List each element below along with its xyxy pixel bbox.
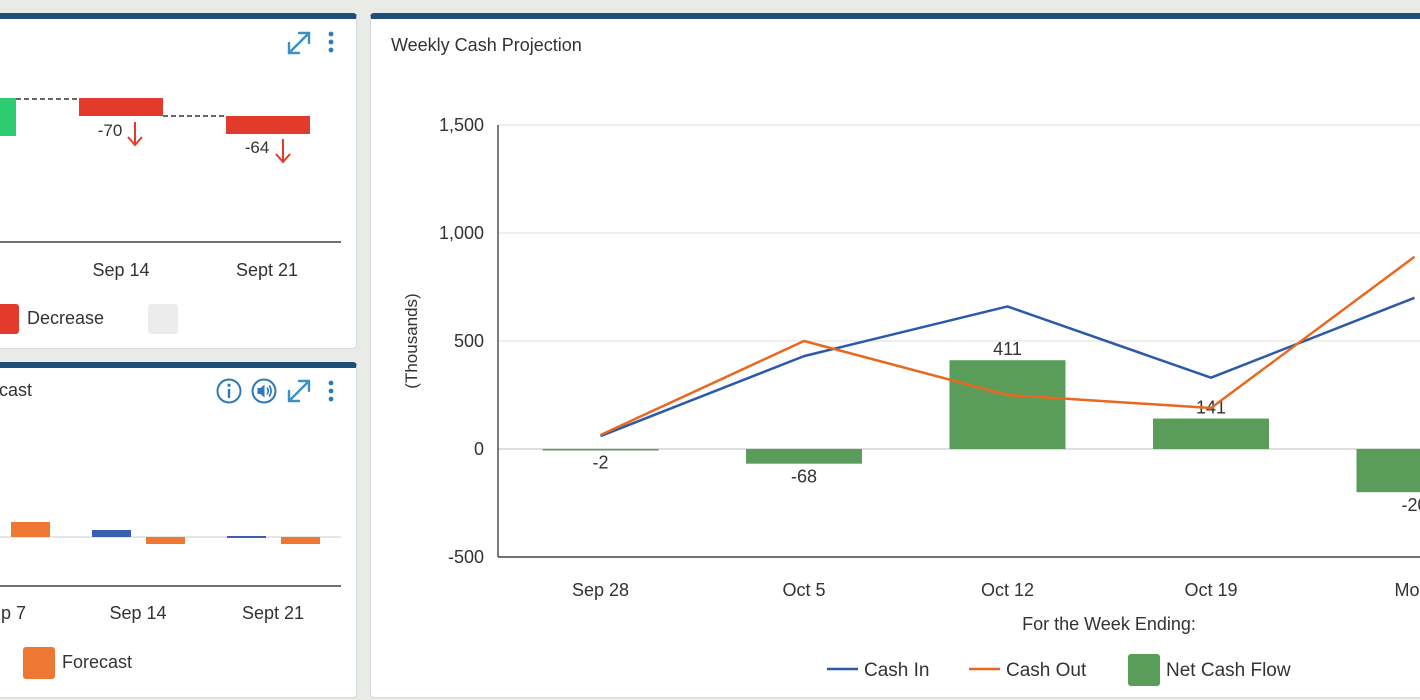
x-tick-label: Oct 19	[1184, 580, 1237, 600]
legend-label-net-cash-flow: Net Cash Flow	[1166, 660, 1291, 681]
down-arrow-icon	[275, 139, 291, 164]
data-label: -64	[245, 138, 270, 157]
decrease-bar	[79, 98, 163, 116]
panel-title: cast	[0, 380, 33, 400]
more-vertical-icon[interactable]	[327, 29, 335, 60]
x-tick-label: Oct 5	[782, 580, 825, 600]
y-tick-label: 0	[474, 439, 484, 459]
net-cash-flow-bar	[746, 449, 862, 464]
legend-label-decrease: Decrease	[27, 308, 104, 328]
net-cash-flow-bar	[542, 449, 659, 451]
chart-title: Weekly Cash Projection	[391, 35, 582, 55]
legend-swatch-blank	[148, 304, 178, 334]
decrease-bar	[226, 116, 310, 134]
forecast-bar	[146, 537, 185, 544]
info-icon[interactable]	[215, 377, 243, 410]
forecast-panel: cast p 7 Sep 14 Sept 21 Forecast	[0, 362, 357, 698]
actual-bar	[227, 536, 266, 538]
forecast-bar	[11, 522, 50, 537]
legend-label-forecast: Forecast	[62, 652, 132, 672]
bar-data-label: -20	[1401, 495, 1420, 515]
y-tick-label: 1,000	[439, 223, 484, 243]
x-tick-label: Sep 14	[109, 603, 166, 623]
actual-bar	[92, 530, 131, 537]
waterfall-panel: -70 -64 Sep 14 Sept 21 Decrease	[0, 13, 357, 349]
bar-data-label: 411	[993, 339, 1022, 359]
y-tick-label: 500	[454, 331, 484, 351]
bar-data-label: -2	[592, 452, 608, 472]
y-axis-label: (Thousands)	[402, 293, 421, 388]
y-tick-label: -500	[448, 547, 484, 567]
x-tick-label: Sep 28	[572, 580, 629, 600]
legend-swatch-decrease	[0, 304, 19, 334]
x-tick-label: p 7	[1, 603, 26, 623]
legend-swatch-forecast	[23, 647, 55, 679]
legend-label-cash-out: Cash Out	[1006, 660, 1087, 681]
x-axis-label: For the Week Ending:	[1022, 614, 1196, 634]
net-cash-flow-bar	[949, 360, 1066, 449]
x-tick-label: Mont	[1394, 580, 1420, 600]
expand-icon[interactable]	[285, 377, 313, 410]
weekly-cash-chart: -50005001,0001,500(Thousands)-2-68411141…	[402, 115, 1420, 686]
legend-swatch-net-cash-flow	[1128, 654, 1160, 686]
legend-label-cash-in: Cash In	[864, 660, 929, 681]
increase-bar	[0, 98, 16, 136]
forecast-chart: p 7 Sep 14 Sept 21 Forecast	[0, 522, 341, 679]
forecast-bar	[281, 537, 320, 544]
bar-data-label: -68	[791, 467, 817, 487]
cash-in-line	[600, 296, 1415, 438]
cash-out-line	[599, 255, 1416, 437]
x-tick-label: Sep 14	[92, 260, 149, 280]
x-tick-label: Sept 21	[242, 603, 304, 623]
data-label: -70	[98, 121, 123, 140]
waterfall-chart: -70 -64 Sep 14 Sept 21 Decrease	[0, 98, 341, 334]
weekly-cash-projection-panel: Weekly Cash Projection -500 0 500 1,000 1,50…	[370, 13, 1420, 698]
net-cash-flow-bar	[1153, 418, 1269, 449]
x-tick-label: Oct 12	[981, 580, 1034, 600]
y-tick-label: 1,500	[439, 115, 484, 135]
down-arrow-icon	[127, 122, 143, 147]
expand-icon[interactable]	[285, 29, 313, 62]
x-tick-label: Sept 21	[236, 260, 298, 280]
speaker-icon[interactable]	[250, 377, 278, 410]
more-vertical-icon[interactable]	[327, 378, 335, 409]
net-cash-flow-bar	[1356, 449, 1420, 493]
